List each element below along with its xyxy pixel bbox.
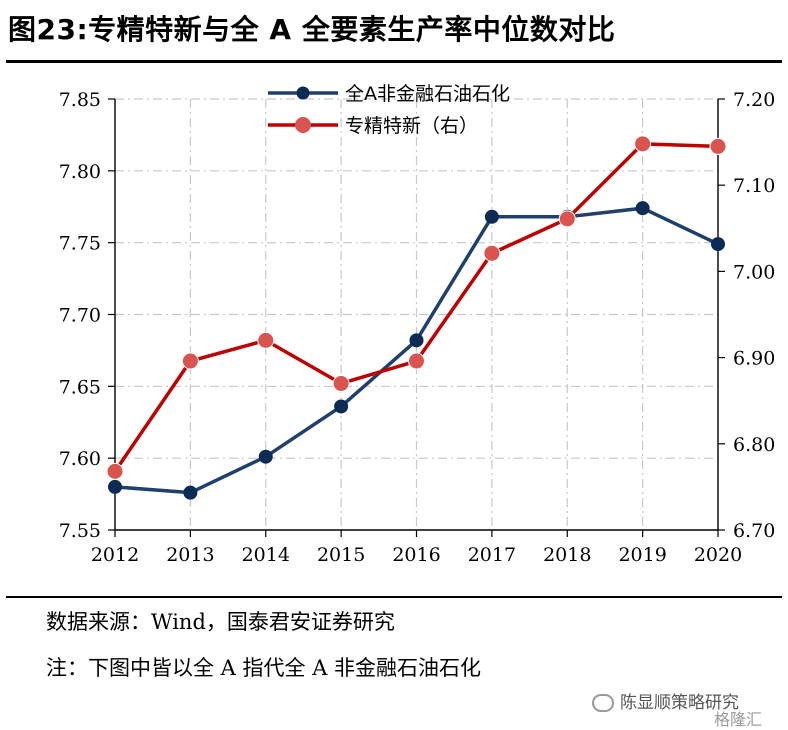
x-tick-label: 2015 (317, 544, 365, 566)
data-point-right (483, 244, 501, 262)
y-left-tick-label: 7.85 (59, 89, 101, 111)
data-point-right (709, 137, 727, 155)
data-point-left (484, 209, 499, 224)
y-left-tick-label: 7.65 (59, 376, 101, 398)
axis-layer: 7.55 7.60 7.65 7.70 7.75 7.80 7.85 2012 2013 2014… (59, 89, 776, 566)
line-chart: 7.55 7.60 7.65 7.70 7.75 7.80 7.85 2012 2013 2014… (59, 83, 776, 566)
y-right-tick-label: 6.90 (733, 348, 775, 370)
x-tick-label: 2018 (543, 544, 591, 566)
data-point-right (257, 331, 275, 349)
legend-swatch-marker (295, 117, 311, 133)
y-left-tick-label: 7.75 (59, 233, 101, 255)
data-point-right (634, 135, 652, 153)
data-point-right (106, 462, 124, 480)
chart-title: 图23:专精特新与全 A 全要素生产率中位数对比 (8, 13, 616, 46)
wechat-icon (592, 694, 614, 712)
y-right-tick-label: 7.20 (733, 89, 775, 111)
source-note: 数据来源：Wind，国泰君安证券研究 (46, 610, 395, 634)
data-point-left (409, 333, 424, 348)
data-point-right (332, 374, 350, 392)
series-layer (106, 135, 727, 500)
x-tick-label: 2016 (392, 544, 440, 566)
data-point-right (558, 210, 576, 228)
y-left-tick-label: 7.55 (59, 520, 101, 542)
y-left-tick-label: 7.70 (59, 305, 101, 327)
data-point-left (258, 449, 273, 464)
x-tick-label: 2020 (694, 544, 742, 566)
y-left-tick-label: 7.80 (59, 161, 101, 183)
data-point-left (334, 399, 349, 414)
legend-swatch-marker (296, 86, 310, 100)
y-right-tick-label: 6.80 (733, 434, 775, 456)
watermark-label: 陈显顺策略研究 (620, 693, 739, 713)
y-right-tick-label: 7.00 (733, 261, 775, 283)
x-tick-label: 2014 (242, 544, 290, 566)
grid-layer (115, 98, 718, 530)
legend-label: 专精特新（右） (345, 115, 478, 137)
data-point-left (711, 237, 725, 252)
x-tick-label: 2019 (618, 544, 666, 566)
watermark-brand: 格隆汇 (714, 710, 763, 729)
data-point-left (108, 479, 122, 494)
watermark: 陈显顺策略研究 (592, 688, 739, 713)
top-rule (6, 60, 782, 63)
y-right-tick-label: 6.70 (733, 520, 775, 542)
x-tick-label: 2012 (91, 544, 139, 566)
y-left-tick-label: 7.60 (59, 448, 101, 470)
data-point-right (181, 352, 199, 370)
bottom-rule (6, 596, 782, 598)
legend-label: 全A非金融石油石化 (345, 83, 510, 105)
data-point-left (183, 485, 198, 500)
data-point-left (635, 201, 650, 216)
y-right-tick-label: 7.10 (733, 175, 775, 197)
x-tick-label: 2013 (166, 544, 214, 566)
x-tick-label: 2017 (468, 544, 516, 566)
footnote: 注：下图中皆以全 A 指代全 A 非金融石油石化 (46, 656, 482, 680)
data-point-right (408, 352, 425, 370)
